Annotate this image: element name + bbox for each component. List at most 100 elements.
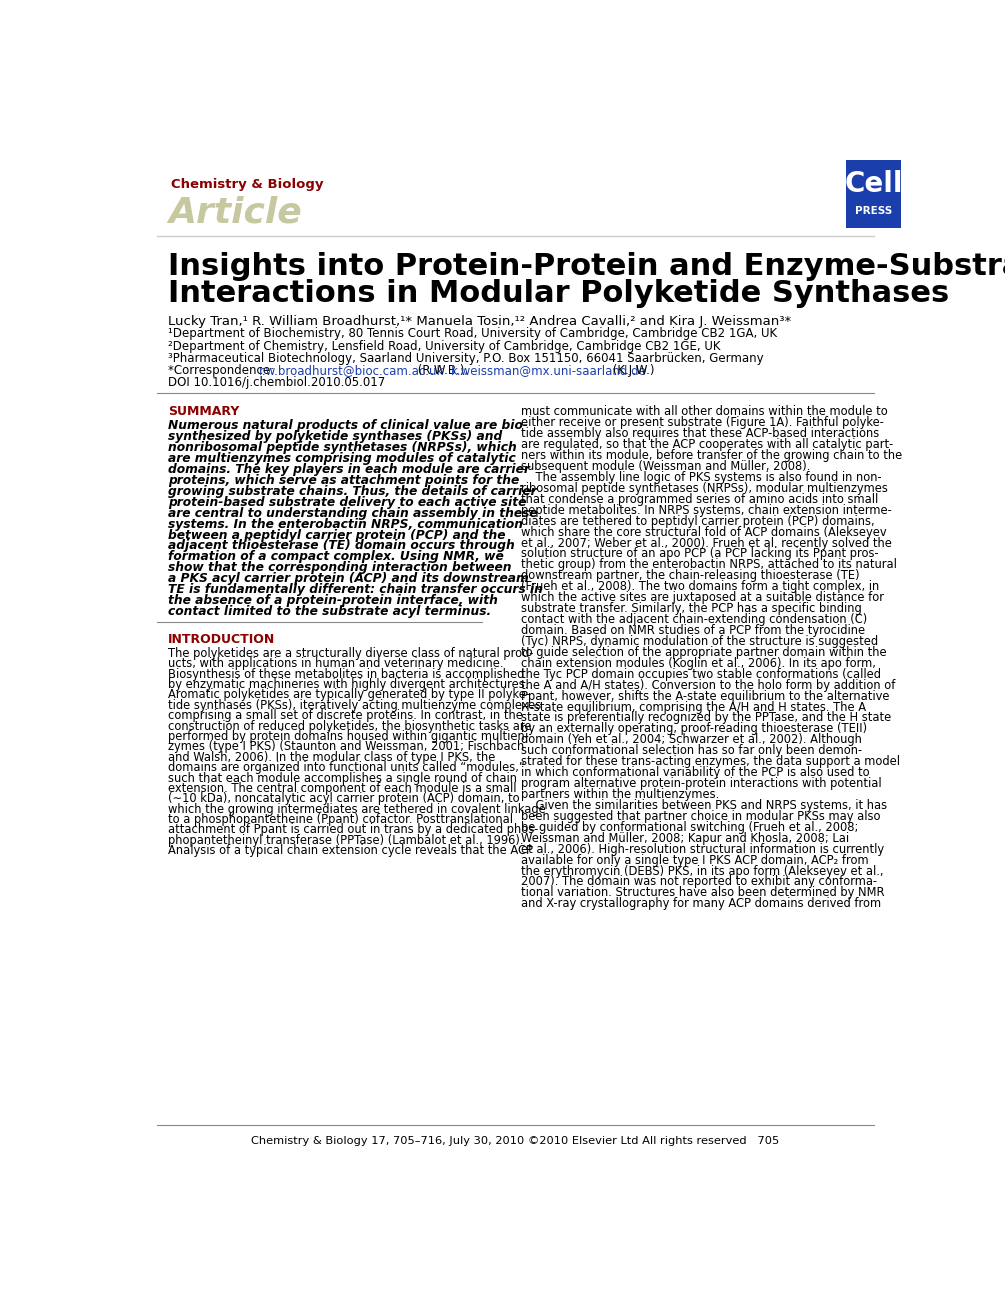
Text: (Tyc) NRPS, dynamic modulation of the structure is suggested: (Tyc) NRPS, dynamic modulation of the st… xyxy=(521,636,878,647)
Text: diates are tethered to peptidyl carrier protein (PCP) domains,: diates are tethered to peptidyl carrier … xyxy=(521,514,874,527)
Text: Cell: Cell xyxy=(844,171,902,198)
Text: performed by protein domains housed within gigantic multien-: performed by protein domains housed with… xyxy=(168,729,529,743)
Text: thetic group) from the enterobactin NRPS, attached to its natural: thetic group) from the enterobactin NRPS… xyxy=(521,559,896,572)
Text: substrate transfer. Similarly, the PCP has a specific binding: substrate transfer. Similarly, the PCP h… xyxy=(521,602,861,615)
Text: adjacent thioesterase (TE) domain occurs through: adjacent thioesterase (TE) domain occurs… xyxy=(168,539,515,552)
Text: ucts, with applications in human and veterinary medicine.: ucts, with applications in human and vet… xyxy=(168,658,504,671)
Text: to guide selection of the appropriate partner domain within the: to guide selection of the appropriate pa… xyxy=(521,646,886,659)
Bar xyxy=(846,161,900,228)
Text: et al., 2006). High-resolution structural information is currently: et al., 2006). High-resolution structura… xyxy=(521,843,884,856)
Text: and X-ray crystallography for many ACP domains derived from: and X-ray crystallography for many ACP d… xyxy=(521,898,881,911)
Text: (Frueh et al., 2008). The two domains form a tight complex, in: (Frueh et al., 2008). The two domains fo… xyxy=(521,581,879,594)
Text: to a phosphopantetheine (Ppant) cofactor. Posttranslational: to a phosphopantetheine (Ppant) cofactor… xyxy=(168,813,514,826)
Text: such that each module accomplishes a single round of chain: such that each module accomplishes a sin… xyxy=(168,771,518,784)
Text: are multienzymes comprising modules of catalytic: are multienzymes comprising modules of c… xyxy=(168,452,516,465)
Text: a PKS acyl carrier protein (ACP) and its downstream: a PKS acyl carrier protein (ACP) and its… xyxy=(168,573,529,585)
Text: solution structure of an apo PCP (a PCP lacking its Ppant pros-: solution structure of an apo PCP (a PCP … xyxy=(521,548,878,560)
Text: *Correspondence:: *Correspondence: xyxy=(168,364,278,377)
Text: DOI 10.1016/j.chembiol.2010.05.017: DOI 10.1016/j.chembiol.2010.05.017 xyxy=(168,376,386,389)
Text: k.weissman@mx.uni-saarland.de: k.weissman@mx.uni-saarland.de xyxy=(451,364,647,377)
Text: nonribosomal peptide synthetases (NRPSs), which: nonribosomal peptide synthetases (NRPSs)… xyxy=(168,441,517,454)
Text: tide synthases (PKSs), iteratively acting multienzyme complexes: tide synthases (PKSs), iteratively actin… xyxy=(168,698,542,711)
Text: strated for these trans-acting enzymes, the data support a model: strated for these trans-acting enzymes, … xyxy=(521,756,899,769)
Text: Aromatic polyketides are typically generated by type II polyke-: Aromatic polyketides are typically gener… xyxy=(168,688,531,701)
Text: and Walsh, 2006). In the modular class of type I PKS, the: and Walsh, 2006). In the modular class o… xyxy=(168,750,495,763)
Text: Numerous natural products of clinical value are bio-: Numerous natural products of clinical va… xyxy=(168,419,529,432)
Text: by enzymatic machineries with highly divergent architectures.: by enzymatic machineries with highly div… xyxy=(168,679,529,690)
Text: the A and A/H states). Conversion to the holo form by addition of: the A and A/H states). Conversion to the… xyxy=(521,679,895,692)
Text: which the active sites are juxtaposed at a suitable distance for: which the active sites are juxtaposed at… xyxy=(521,591,883,604)
Text: in which conformational variability of the PCP is also used to: in which conformational variability of t… xyxy=(521,766,869,779)
Text: Insights into Protein-Protein and Enzyme-Substrate: Insights into Protein-Protein and Enzyme… xyxy=(168,252,1005,281)
Text: SUMMARY: SUMMARY xyxy=(168,406,239,419)
Text: that condense a programmed series of amino acids into small: that condense a programmed series of ami… xyxy=(521,493,878,506)
Text: ners within its module, before transfer of the growing chain to the: ners within its module, before transfer … xyxy=(521,449,902,462)
Text: subsequent module (Weissman and Müller, 2008).: subsequent module (Weissman and Müller, … xyxy=(521,459,810,472)
Text: are central to understanding chain assembly in these: are central to understanding chain assem… xyxy=(168,506,538,519)
Text: peptide metabolites. In NRPS systems, chain extension interme-: peptide metabolites. In NRPS systems, ch… xyxy=(521,504,891,517)
Text: Ppant, however, shifts the A-state equilibrium to the alternative: Ppant, however, shifts the A-state equil… xyxy=(521,689,889,702)
Text: Analysis of a typical chain extension cycle reveals that the ACP: Analysis of a typical chain extension cy… xyxy=(168,844,534,857)
Text: which share the core structural fold of ACP domains (Alekseyev: which share the core structural fold of … xyxy=(521,526,886,539)
Text: the Tyc PCP domain occupies two stable conformations (called: the Tyc PCP domain occupies two stable c… xyxy=(521,668,880,681)
Text: contact limited to the substrate acyl terminus.: contact limited to the substrate acyl te… xyxy=(168,606,491,619)
Text: attachment of Ppant is carried out in trans by a dedicated phos-: attachment of Ppant is carried out in tr… xyxy=(168,823,539,837)
Text: which the growing intermediates are tethered in covalent linkage: which the growing intermediates are teth… xyxy=(168,803,546,816)
Text: phopantetheinyl transferase (PPTase) (Lambalot et al., 1996).: phopantetheinyl transferase (PPTase) (La… xyxy=(168,834,524,847)
Text: Biosynthesis of these metabolites in bacteria is accomplished: Biosynthesis of these metabolites in bac… xyxy=(168,668,525,681)
Text: TE is fundamentally different: chain transfer occurs in: TE is fundamentally different: chain tra… xyxy=(168,583,543,596)
Text: INTRODUCTION: INTRODUCTION xyxy=(168,633,275,646)
Text: The assembly line logic of PKS systems is also found in non-: The assembly line logic of PKS systems i… xyxy=(521,471,881,484)
Text: chain extension modules (Koglin et al., 2006). In its apo form,: chain extension modules (Koglin et al., … xyxy=(521,656,875,669)
Text: H-state equilibrium, comprising the A/H and H states. The A: H-state equilibrium, comprising the A/H … xyxy=(521,701,866,714)
Text: extension. The central component of each module is a small: extension. The central component of each… xyxy=(168,782,517,795)
Text: domain (Yeh et al., 2004; Schwarzer et al., 2002). Although: domain (Yeh et al., 2004; Schwarzer et a… xyxy=(521,733,861,746)
Text: Weissman and Müller, 2008; Kapur and Khosla, 2008; Lai: Weissman and Müller, 2008; Kapur and Kho… xyxy=(521,831,849,844)
Text: domains. The key players in each module are carrier: domains. The key players in each module … xyxy=(168,463,530,476)
Text: program alternative protein-protein interactions with potential: program alternative protein-protein inte… xyxy=(521,776,881,790)
Text: contact with the adjacent chain-extending condensation (C): contact with the adjacent chain-extendin… xyxy=(521,613,867,626)
Text: ³Pharmaceutical Biotechnology, Saarland University, P.O. Box 151150, 66041 Saarb: ³Pharmaceutical Biotechnology, Saarland … xyxy=(168,352,764,365)
Text: comprising a small set of discrete proteins. In contrast, in the: comprising a small set of discrete prote… xyxy=(168,709,524,722)
Text: The polyketides are a structurally diverse class of natural prod-: The polyketides are a structurally diver… xyxy=(168,647,534,660)
Text: been suggested that partner choice in modular PKSs may also: been suggested that partner choice in mo… xyxy=(521,810,880,823)
Text: partners within the multienzymes.: partners within the multienzymes. xyxy=(521,788,720,801)
Text: either receive or present substrate (Figure 1A). Faithful polyke-: either receive or present substrate (Fig… xyxy=(521,416,883,429)
Text: ¹Department of Biochemistry, 80 Tennis Court Road, University of Cambridge, Camb: ¹Department of Biochemistry, 80 Tennis C… xyxy=(168,328,778,341)
Text: available for only a single type I PKS ACP domain, ACP₂ from: available for only a single type I PKS A… xyxy=(521,853,868,867)
Text: synthesized by polyketide synthases (PKSs) and: synthesized by polyketide synthases (PKS… xyxy=(168,431,502,444)
Text: Chemistry & Biology 17, 705–716, July 30, 2010 ©2010 Elsevier Ltd All rights res: Chemistry & Biology 17, 705–716, July 30… xyxy=(250,1135,779,1146)
Text: (K.J.W.): (K.J.W.) xyxy=(609,364,654,377)
Text: construction of reduced polyketides, the biosynthetic tasks are: construction of reduced polyketides, the… xyxy=(168,719,532,732)
Text: the absence of a protein-protein interface, with: the absence of a protein-protein interfa… xyxy=(168,594,498,607)
Text: (R.W.B.),: (R.W.B.), xyxy=(414,364,471,377)
Text: zymes (type I PKS) (Staunton and Weissman, 2001; Fischbach: zymes (type I PKS) (Staunton and Weissma… xyxy=(168,740,525,753)
Text: tide assembly also requires that these ACP-based interactions: tide assembly also requires that these A… xyxy=(521,427,879,440)
Text: ²Department of Chemistry, Lensfield Road, University of Cambridge, Cambridge CB2: ²Department of Chemistry, Lensfield Road… xyxy=(168,339,721,352)
Text: the erythromycin (DEBS) PKS, in its apo form (Alekseyev et al.,: the erythromycin (DEBS) PKS, in its apo … xyxy=(521,864,883,877)
Text: show that the corresponding interaction between: show that the corresponding interaction … xyxy=(168,561,512,574)
Text: growing substrate chains. Thus, the details of carrier: growing substrate chains. Thus, the deta… xyxy=(168,484,537,497)
Text: Given the similarities between PKS and NRPS systems, it has: Given the similarities between PKS and N… xyxy=(521,799,887,812)
Text: Article: Article xyxy=(168,194,302,230)
Text: 2007). The domain was not reported to exhibit any conforma-: 2007). The domain was not reported to ex… xyxy=(521,876,877,889)
Text: PRESS: PRESS xyxy=(855,205,892,215)
Text: by an externally operating, proof-reading thioesterase (TEII): by an externally operating, proof-readin… xyxy=(521,723,867,736)
Text: proteins, which serve as attachment points for the: proteins, which serve as attachment poin… xyxy=(168,474,520,487)
Text: Interactions in Modular Polyketide Synthases: Interactions in Modular Polyketide Synth… xyxy=(168,279,950,308)
Text: (∼10 kDa), noncatalytic acyl carrier protein (ACP) domain, to: (∼10 kDa), noncatalytic acyl carrier pro… xyxy=(168,792,520,805)
Text: systems. In the enterobactin NRPS, communication: systems. In the enterobactin NRPS, commu… xyxy=(168,518,524,531)
Text: et al., 2007; Weber et al., 2000). Frueh et al. recently solved the: et al., 2007; Weber et al., 2000). Frueh… xyxy=(521,536,891,549)
Text: state is preferentially recognized by the PPTase, and the H state: state is preferentially recognized by th… xyxy=(521,711,891,724)
Text: downstream partner, the chain-releasing thioesterase (TE): downstream partner, the chain-releasing … xyxy=(521,569,859,582)
Text: Chemistry & Biology: Chemistry & Biology xyxy=(171,177,323,191)
Text: are regulated, so that the ACP cooperates with all catalytic part-: are regulated, so that the ACP cooperate… xyxy=(521,438,893,452)
Text: tional variation. Structures have also been determined by NMR: tional variation. Structures have also b… xyxy=(521,886,884,899)
Text: formation of a compact complex. Using NMR, we: formation of a compact complex. Using NM… xyxy=(168,551,504,564)
Text: such conformational selection has so far only been demon-: such conformational selection has so far… xyxy=(521,744,862,757)
Text: domain. Based on NMR studies of a PCP from the tyrocidine: domain. Based on NMR studies of a PCP fr… xyxy=(521,624,865,637)
Text: protein-based substrate delivery to each active site: protein-based substrate delivery to each… xyxy=(168,496,527,509)
Text: be guided by conformational switching (Frueh et al., 2008;: be guided by conformational switching (F… xyxy=(521,821,858,834)
Text: Lucky Tran,¹ R. William Broadhurst,¹* Manuela Tosin,¹² Andrea Cavalli,² and Kira: Lucky Tran,¹ R. William Broadhurst,¹* Ma… xyxy=(168,315,792,328)
Text: must communicate with all other domains within the module to: must communicate with all other domains … xyxy=(521,406,887,419)
